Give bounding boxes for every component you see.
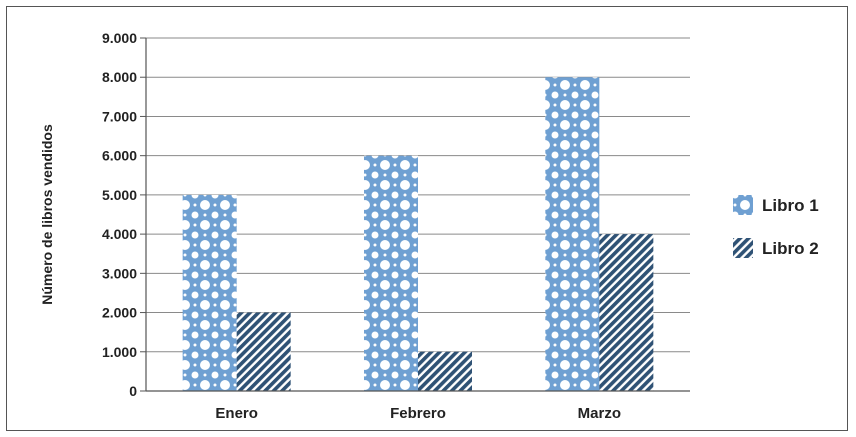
y-axis-label: Número de libros vendidos xyxy=(39,124,55,305)
legend-swatch xyxy=(733,238,753,258)
x-category-label: Marzo xyxy=(578,405,621,422)
y-tick-label: 0 xyxy=(129,383,137,399)
x-category-label: Enero xyxy=(215,405,258,422)
bar-libro-2-marzo xyxy=(599,234,654,391)
bar-libro-1-febrero xyxy=(364,155,418,391)
bar-libro-1-enero xyxy=(182,194,237,391)
y-tick-label: 3.000 xyxy=(102,265,137,281)
x-axis-category-labels: Enero Febrero Marzo xyxy=(215,405,621,422)
bar-libro-1-marzo xyxy=(545,77,600,391)
y-tick-label: 1.000 xyxy=(102,344,137,360)
y-tick-label: 9.000 xyxy=(102,30,137,46)
y-tick-label: 4.000 xyxy=(102,226,137,242)
y-tick-label: 6.000 xyxy=(102,148,137,164)
bar-libro-2-febrero xyxy=(418,351,472,391)
y-tick-label: 2.000 xyxy=(102,305,137,321)
x-category-label: Febrero xyxy=(390,405,446,422)
y-tick-label: 8.000 xyxy=(102,69,137,85)
bar-libro-2-enero xyxy=(236,312,291,391)
y-axis-tick-labels: 0 1.000 2.000 3.000 4.000 5.000 6.000 7.000 8.00… xyxy=(102,30,137,399)
legend-label: Libro 1 xyxy=(762,196,819,215)
legend: Libro 1 Libro 2 xyxy=(733,195,819,258)
y-tick-label: 7.000 xyxy=(102,108,137,124)
bars xyxy=(182,77,654,391)
legend-label: Libro 2 xyxy=(762,239,819,258)
legend-swatch xyxy=(733,195,753,215)
y-tick-label: 5.000 xyxy=(102,187,137,203)
